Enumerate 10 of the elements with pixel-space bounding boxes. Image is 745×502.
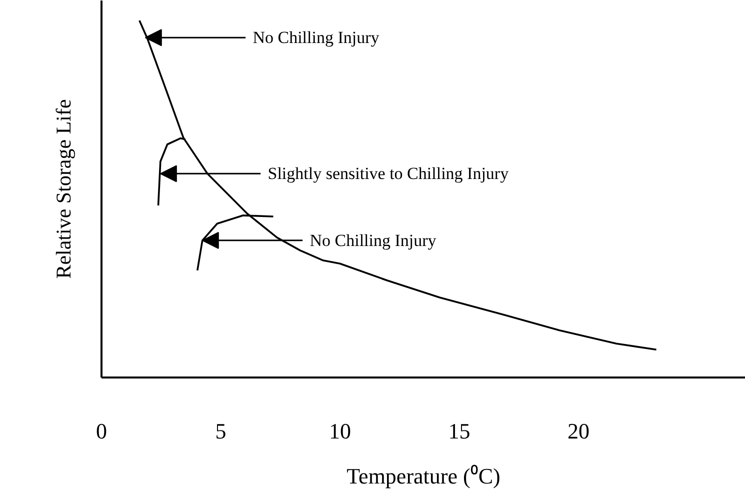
x-axis-title: Temperature (⁰C)	[346, 464, 500, 488]
x-tick-label: 5	[215, 418, 226, 444]
annotation: Slightly sensitive to Chilling Injury	[268, 164, 510, 184]
x-tick-label: 10	[329, 418, 352, 444]
x-tick-label: 15	[448, 418, 470, 444]
x-tick-label: 20	[568, 418, 590, 444]
y-axis-title: Relative Storage Life	[52, 99, 76, 279]
annotation: No Chilling Injury	[252, 28, 380, 48]
x-tick-label: 0	[96, 418, 107, 444]
annotation: No Chilling Injury	[310, 230, 437, 250]
